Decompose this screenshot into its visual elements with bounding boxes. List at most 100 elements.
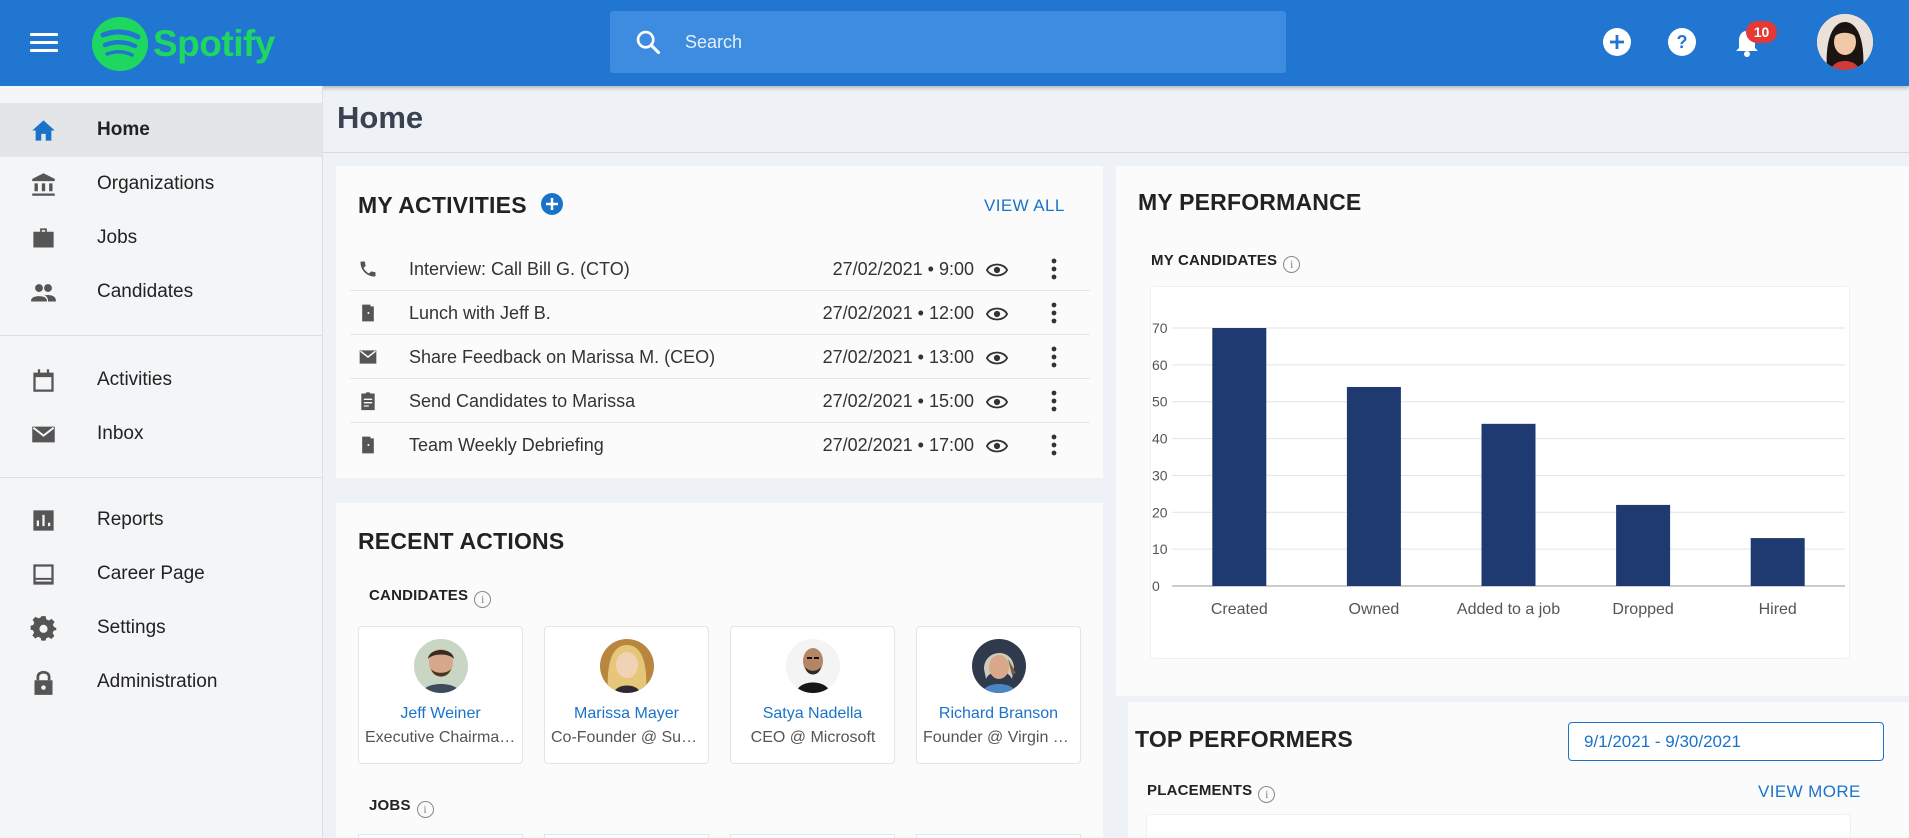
y-tick-label: 10 (1152, 541, 1168, 557)
web-page-icon (33, 564, 54, 585)
sidebar-item-label: Candidates (97, 281, 194, 302)
candidates-label: CANDIDATES (369, 587, 469, 604)
my-candidates-label: MY CANDIDATES (1151, 252, 1278, 269)
candidate-name[interactable]: Richard Branson (938, 705, 1059, 722)
activities-card (336, 166, 1103, 478)
bar-chart-icon (33, 510, 54, 531)
eye-icon[interactable] (986, 393, 1008, 411)
sidebar-item-activities[interactable]: Activities (0, 353, 322, 407)
spotify-logo[interactable]: Spotify (91, 16, 275, 72)
candidate-avatar (600, 639, 654, 693)
activity-date: 27/02/2021 • 17:00 (822, 435, 974, 455)
candidate-card[interactable]: Marissa Mayer Co-Founder @ Sunshine (544, 626, 709, 764)
activity-row[interactable]: Interview: Call Bill G. (CTO) 27/02/2021… (350, 247, 1090, 291)
job-card[interactable] (358, 834, 523, 838)
candidate-avatar (414, 639, 468, 693)
sidebar-item-settings[interactable]: Settings (0, 601, 322, 655)
calendar-icon (33, 369, 54, 392)
sidebar-divider (0, 477, 323, 478)
eye-icon[interactable] (986, 349, 1008, 367)
activity-title: Lunch with Jeff B. (409, 303, 551, 323)
info-icon[interactable]: i (416, 801, 434, 818)
sidebar-item-label: Reports (97, 509, 164, 530)
bar (1616, 504, 1671, 586)
activity-row[interactable]: Share Feedback on Marissa M. (CEO) 27/02… (350, 335, 1090, 379)
candidate-name[interactable]: Satya Nadella (762, 705, 863, 722)
date-range-picker[interactable]: 9/1/2021 - 9/30/2021 (1568, 722, 1884, 761)
candidate-avatar (786, 639, 840, 693)
candidate-card[interactable]: Richard Branson Founder @ Virgin Group (916, 626, 1081, 764)
eye-icon[interactable] (986, 305, 1008, 323)
activity-row[interactable]: Team Weekly Debriefing 27/02/2021 • 17:0… (350, 423, 1090, 467)
menu-icon[interactable] (30, 33, 58, 53)
sidebar-item-label: Activities (97, 369, 172, 390)
y-tick-label: 30 (1152, 467, 1168, 483)
more-options-icon[interactable] (1050, 389, 1058, 413)
sidebar-item-organizations[interactable]: Organizations (0, 157, 322, 211)
info-icon[interactable]: i (1283, 256, 1301, 273)
more-options-icon[interactable] (1050, 257, 1058, 281)
sidebar-item-reports[interactable]: Reports (0, 493, 322, 547)
candidate-name[interactable]: Jeff Weiner (400, 705, 481, 722)
activity-title: Share Feedback on Marissa M. (CEO) (409, 347, 716, 367)
title-divider (323, 152, 1909, 153)
y-tick-label: 20 (1152, 504, 1168, 520)
job-card[interactable] (730, 834, 895, 838)
search-bar[interactable] (610, 11, 1286, 73)
search-input[interactable] (685, 11, 1265, 73)
sidebar-item-candidates[interactable]: Candidates (0, 265, 322, 319)
spotify-logo-icon (92, 17, 148, 71)
top-performers-title: TOP PERFORMERS (1135, 726, 1353, 752)
activity-date: 27/02/2021 • 15:00 (822, 391, 974, 411)
view-more-link[interactable]: VIEW MORE (1758, 782, 1861, 801)
x-tick-label: Dropped (1612, 601, 1673, 618)
sidebar-item-administration[interactable]: Administration (0, 655, 322, 709)
mail-icon (359, 350, 377, 364)
page-title: Home (337, 100, 424, 135)
x-tick-label: Hired (1759, 601, 1797, 618)
eye-icon[interactable] (986, 261, 1008, 279)
sidebar-divider (0, 335, 323, 336)
sidebar-item-home[interactable]: Home (0, 103, 322, 157)
sidebar-item-career-page[interactable]: Career Page (0, 547, 322, 601)
search-icon (636, 30, 661, 55)
more-options-icon[interactable] (1050, 345, 1058, 369)
candidate-name[interactable]: Marissa Mayer (574, 705, 679, 722)
view-all-link[interactable]: VIEW ALL (984, 196, 1065, 215)
sidebar-item-label: Jobs (97, 227, 138, 248)
mail-icon (32, 426, 55, 443)
clipboard-icon (361, 392, 375, 411)
sidebar-item-inbox[interactable]: Inbox (0, 407, 322, 461)
candidates-bar-chart: 0 10 20 30 40 50 60 70 Created Owned Added to a jo… (1152, 320, 1845, 618)
info-icon[interactable]: i (474, 591, 492, 608)
user-avatar[interactable] (1817, 14, 1873, 70)
activity-title: Send Candidates to Marissa (409, 391, 636, 411)
more-options-icon[interactable] (1050, 301, 1058, 325)
activities-title: MY ACTIVITIES (358, 192, 527, 218)
activity-row[interactable]: Send Candidates to Marissa 27/02/2021 • … (350, 379, 1090, 423)
add-icon[interactable] (1600, 25, 1634, 59)
info-icon[interactable]: i (1258, 786, 1276, 803)
job-card[interactable] (544, 834, 709, 838)
y-tick-label: 50 (1152, 394, 1168, 410)
notification-badge: 10 (1746, 21, 1777, 43)
candidate-card[interactable]: Satya Nadella CEO @ Microsoft (730, 626, 895, 764)
sidebar-item-label: Career Page (97, 563, 205, 584)
more-options-icon[interactable] (1050, 433, 1058, 457)
top-bar: Spotify ? 10 (0, 0, 1909, 86)
my-candidates-subheading: MY CANDIDATES i (1151, 252, 1301, 273)
sidebar-item-jobs[interactable]: Jobs (0, 211, 322, 265)
y-tick-label: 60 (1152, 357, 1168, 373)
help-icon[interactable]: ? (1665, 25, 1699, 59)
lock-icon (34, 670, 53, 695)
candidate-role: Executive Chairman @ LinkedIn (365, 729, 517, 746)
home-icon (32, 120, 55, 141)
add-activity-icon[interactable] (540, 192, 564, 216)
eye-icon[interactable] (986, 437, 1008, 455)
candidate-avatar (972, 639, 1026, 693)
candidate-card[interactable]: Jeff Weiner Executive Chairman @ LinkedI… (358, 626, 523, 764)
bar (1346, 386, 1401, 586)
activity-row[interactable]: Lunch with Jeff B. 27/02/2021 • 12:00 (350, 291, 1090, 335)
job-card[interactable] (916, 834, 1081, 838)
bar (1750, 538, 1805, 586)
